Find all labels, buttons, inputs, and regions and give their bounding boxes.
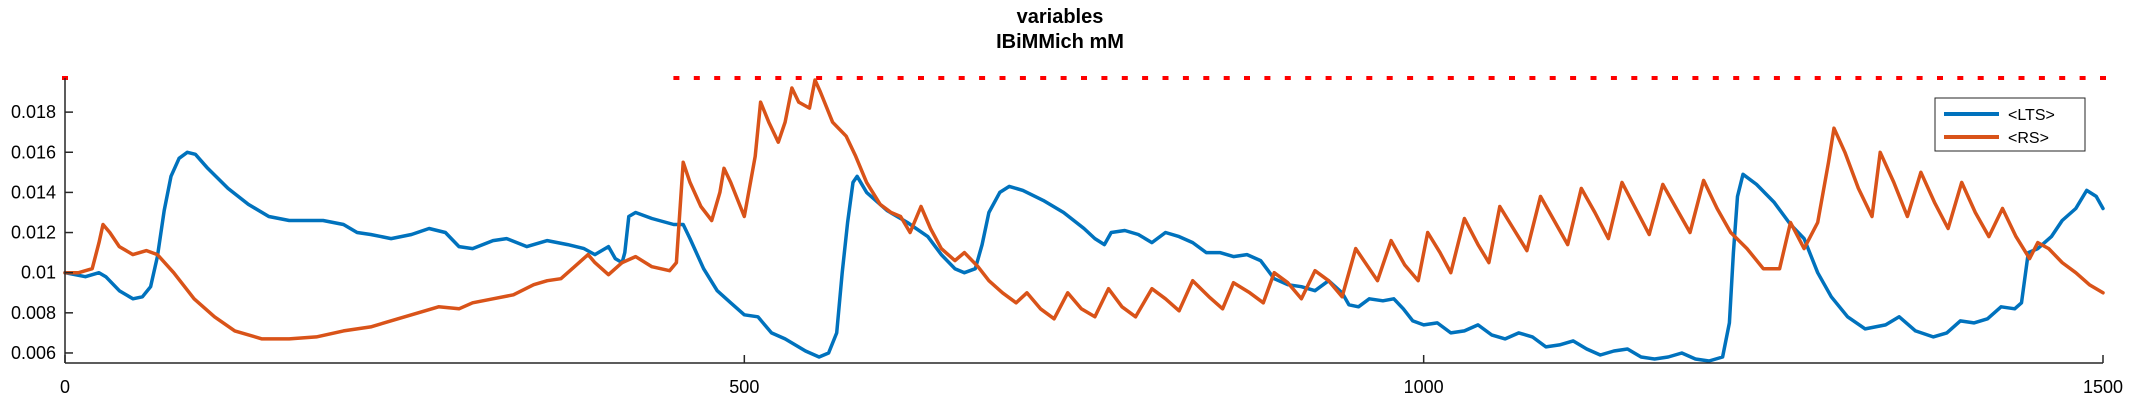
- event-marker: [836, 76, 843, 80]
- chart-subtitle: IBiMMich mM: [996, 31, 1124, 53]
- y-tick-label: 0.018: [11, 102, 56, 122]
- event-marker: [1284, 76, 1291, 80]
- event-marker: [693, 76, 700, 80]
- event-marker: [999, 76, 1006, 80]
- event-marker: [1060, 76, 1067, 80]
- legend-label-rs: <RS>: [2008, 130, 2049, 147]
- y-tick-label: 0.012: [11, 223, 56, 243]
- event-marker: [2059, 76, 2066, 80]
- event-marker: [1101, 76, 1108, 80]
- series-line-rs: [63, 78, 2105, 341]
- y-axis-ticks: 0.006 0.008 0.01 0.012 0.014 0.016 0.018: [11, 102, 73, 363]
- y-tick-label: 0.008: [11, 303, 56, 323]
- event-marker: [1875, 76, 1882, 80]
- event-marker: [1509, 76, 1515, 80]
- event-marker: [1610, 76, 1617, 80]
- event-marker: [1916, 76, 1923, 80]
- y-tick-label: 0.014: [11, 182, 56, 202]
- chart-title: variables: [1017, 6, 1104, 28]
- event-marker: [1631, 76, 1638, 80]
- event-marker: [1345, 76, 1352, 80]
- event-marker: [1244, 76, 1250, 80]
- legend-box: [1934, 97, 2086, 152]
- event-marker: [775, 76, 782, 80]
- event-marker: [1468, 76, 1475, 80]
- event-marker: [754, 76, 761, 80]
- event-marker: [1081, 76, 1087, 80]
- event-marker: [1264, 76, 1271, 80]
- event-marker: [1366, 76, 1373, 80]
- event-marker: [1121, 76, 1128, 80]
- event-marker: [1427, 76, 1434, 80]
- event-marker: [1386, 76, 1393, 80]
- event-marker: [1937, 76, 1943, 80]
- event-marker: [2100, 76, 2106, 80]
- event-marker: [938, 76, 945, 80]
- event-marker: [1814, 76, 1821, 80]
- event-marker: [1223, 76, 1230, 80]
- y-tick-label: 0.016: [11, 142, 56, 162]
- event-marker: [795, 76, 802, 80]
- event-marker: [2018, 76, 2025, 80]
- event-marker: [1773, 76, 1780, 80]
- event-marker: [734, 76, 741, 80]
- event-marker: [1835, 76, 1842, 80]
- event-marker: [1305, 76, 1312, 80]
- event-marker: [1529, 76, 1536, 80]
- event-marker: [877, 76, 884, 80]
- event-marker: [1957, 76, 1964, 80]
- event-marker: [1998, 76, 2005, 80]
- event-marker: [1590, 76, 1597, 80]
- event-marker: [1549, 76, 1556, 80]
- event-marker: [714, 76, 721, 80]
- x-tick-label: 1000: [1404, 377, 1444, 397]
- event-marker: [1672, 76, 1678, 80]
- event-marker: [1570, 76, 1577, 80]
- y-tick-label: 0.01: [21, 263, 56, 283]
- y-tick-label: 0.006: [11, 343, 56, 363]
- event-marker: [1203, 76, 1210, 80]
- event-marker-row: [62, 76, 2106, 80]
- x-tick-label: 500: [729, 377, 759, 397]
- event-marker: [1182, 76, 1189, 80]
- event-marker: [816, 76, 823, 80]
- event-marker: [1407, 76, 1414, 80]
- x-tick-label: 0: [60, 377, 70, 397]
- event-marker: [1712, 76, 1719, 80]
- event-marker: [958, 76, 965, 80]
- event-marker: [2038, 76, 2045, 80]
- legend-label-lts: <LTS>: [2008, 107, 2055, 124]
- event-marker: [1855, 76, 1862, 80]
- event-marker: [1488, 76, 1495, 80]
- x-axis-ticks: 0 500 1000 1500: [60, 355, 2123, 397]
- event-marker: [1733, 76, 1740, 80]
- event-marker: [1977, 76, 1984, 80]
- event-marker: [1651, 76, 1658, 80]
- event-marker: [1753, 76, 1760, 80]
- series-line-lts: [63, 150, 2105, 363]
- event-marker: [979, 76, 986, 80]
- event-marker: [2079, 76, 2086, 80]
- event-marker: [1692, 76, 1699, 80]
- series-lines: [63, 78, 2105, 363]
- event-marker: [897, 76, 904, 80]
- event-marker: [856, 76, 863, 80]
- event-marker: [1040, 76, 1047, 80]
- event-marker: [1447, 76, 1454, 80]
- event-marker: [1142, 76, 1149, 80]
- event-marker: [1019, 76, 1026, 80]
- x-tick-label: 1500: [2083, 377, 2123, 397]
- event-marker: [1162, 76, 1169, 80]
- event-marker: [1896, 76, 1903, 80]
- event-marker: [673, 76, 680, 80]
- legend: <LTS> <RS>: [1934, 97, 2086, 152]
- event-marker: [918, 76, 924, 80]
- event-marker: [1325, 76, 1332, 80]
- event-marker: [1794, 76, 1801, 80]
